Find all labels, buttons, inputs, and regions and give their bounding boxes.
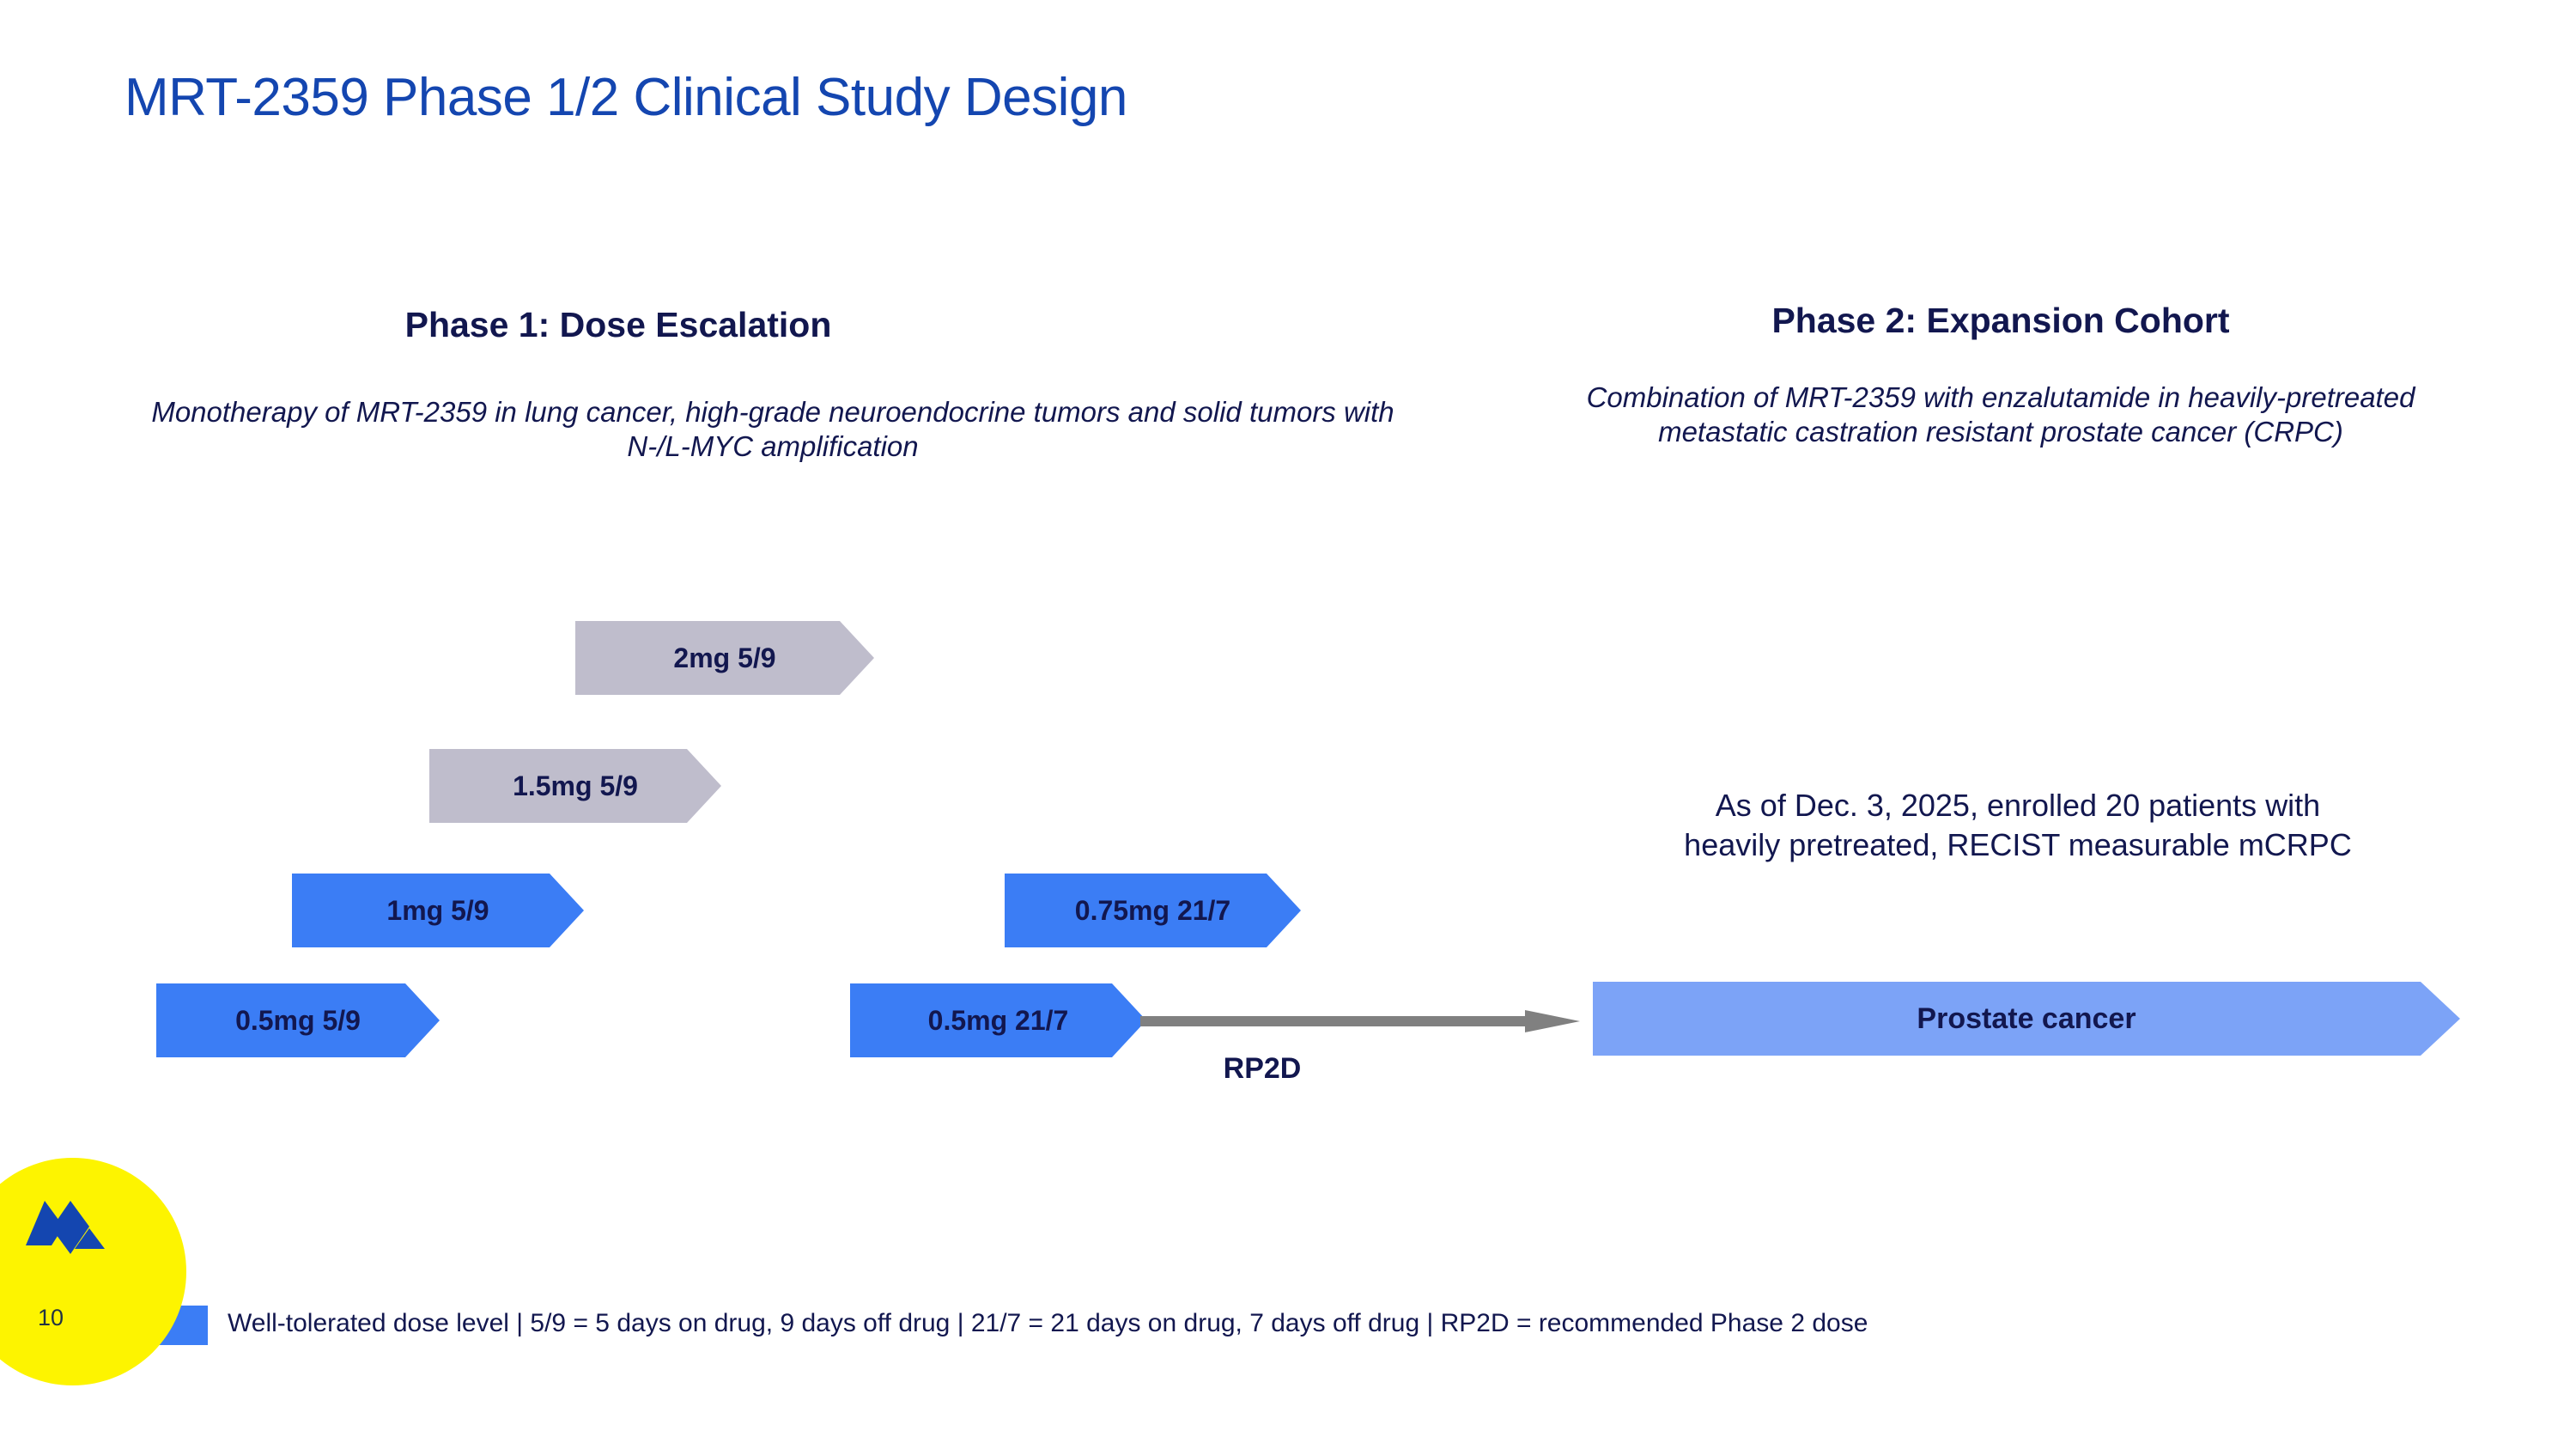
dose-arrow-label: 1mg 5/9 <box>386 894 489 926</box>
phase1-subtitle: Monotherapy of MRT-2359 in lung cancer, … <box>151 396 1394 463</box>
dose-arrow-label: 2mg 5/9 <box>673 642 776 673</box>
page-title: MRT-2359 Phase 1/2 Clinical Study Design <box>125 68 1127 127</box>
rp2d-connector-arrow <box>1140 1010 1580 1032</box>
dose-arrow-2mg: 2mg 5/9 <box>575 621 874 695</box>
dose-arrow-1_5mg: 1.5mg 5/9 <box>429 749 721 823</box>
dose-arrow-label: 1.5mg 5/9 <box>513 770 638 801</box>
dose-arrow-0_75mg: 0.75mg 21/7 <box>1005 874 1301 947</box>
phase2-heading: Phase 2: Expansion Cohort <box>1771 301 2230 340</box>
phase2-enrollment-note: As of Dec. 3, 2025, enrolled 20 patients… <box>1684 788 2352 863</box>
dose-arrow-label: 0.5mg 21/7 <box>927 1004 1069 1036</box>
phase2-subtitle: Combination of MRT-2359 with enzalutamid… <box>1586 381 2415 448</box>
expansion-cohort-label: Prostate cancer <box>1917 1002 2136 1035</box>
rp2d-label: RP2D <box>1223 1052 1302 1085</box>
phase1-heading: Phase 1: Dose Escalation <box>404 305 832 344</box>
dose-arrow-0_5mg-21-7: 0.5mg 21/7 <box>850 983 1146 1057</box>
expansion-cohort-banner: Prostate cancer <box>1593 982 2460 1056</box>
company-logo-icon <box>26 1201 105 1254</box>
dose-arrow-label: 0.75mg 21/7 <box>1074 894 1231 926</box>
dose-arrow-0_5mg-5-9: 0.5mg 5/9 <box>156 983 440 1057</box>
dose-arrow-label: 0.5mg 5/9 <box>235 1004 361 1036</box>
dose-arrow-1mg: 1mg 5/9 <box>292 874 584 947</box>
page-number: 10 <box>37 1305 64 1330</box>
legend-text: Well-tolerated dose level | 5/9 = 5 days… <box>228 1309 1868 1337</box>
logo-badge <box>0 1158 186 1385</box>
